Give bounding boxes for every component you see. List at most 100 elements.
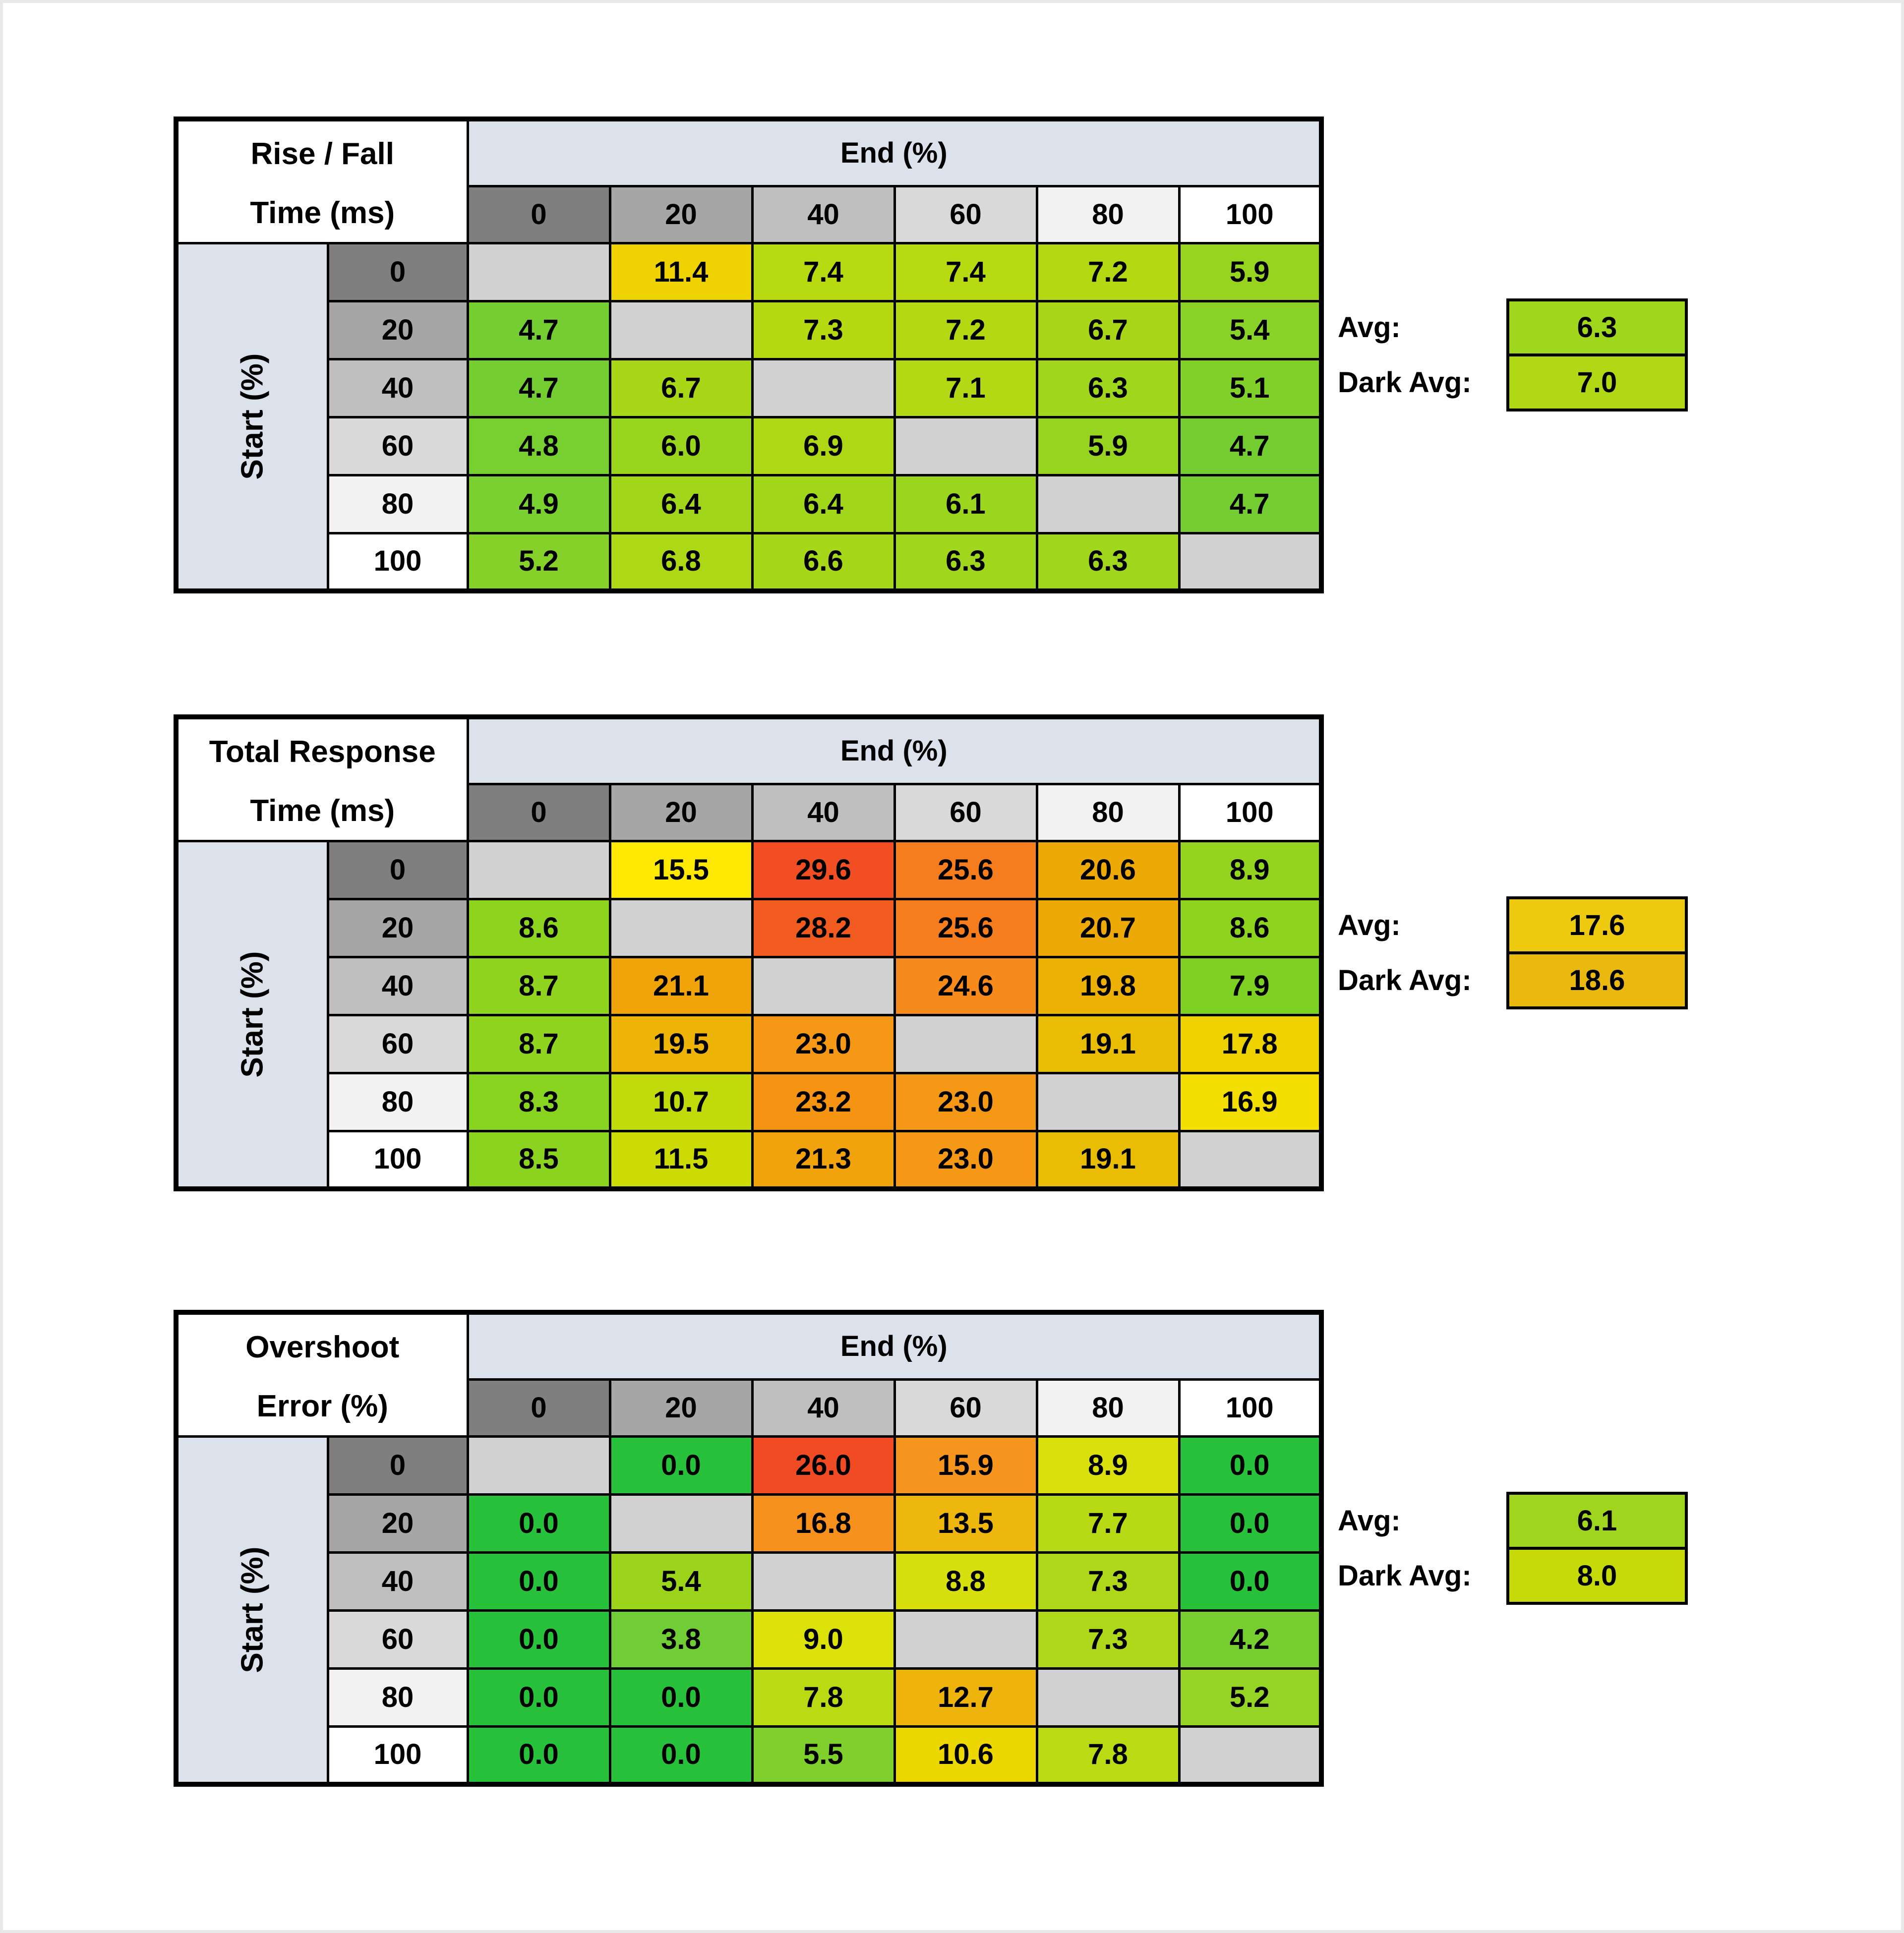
row-header-cell: 60 xyxy=(326,1609,469,1670)
diagonal-cell xyxy=(1035,473,1181,534)
value-cell: 16.8 xyxy=(751,1493,896,1554)
value-cell: 7.9 xyxy=(1178,955,1323,1016)
avg-panel: Avg: 6.1 Dark Avg: 8.0 xyxy=(1338,1492,1688,1605)
diagonal-cell xyxy=(1035,1667,1181,1728)
row-header-cell: 60 xyxy=(326,415,469,476)
value-cell: 6.3 xyxy=(893,531,1038,592)
value-cell: 7.1 xyxy=(893,357,1038,418)
col-header-cell: 80 xyxy=(1035,1378,1181,1438)
col-header-cell: 40 xyxy=(751,1378,896,1438)
dark-avg-value: 8.0 xyxy=(1506,1547,1688,1605)
value-cell: 5.5 xyxy=(751,1725,896,1786)
row-header-cell: 0 xyxy=(326,241,469,302)
value-cell: 23.0 xyxy=(893,1071,1038,1132)
value-cell: 0.0 xyxy=(466,1551,611,1612)
start-axis-label-text: Start (%) xyxy=(235,353,270,480)
diagonal-cell xyxy=(893,415,1038,476)
table-block-rise-fall-time: Rise / Fall Time (ms) End (%) 0 20 40 60 80 100 S… xyxy=(174,117,1894,593)
table-title-text: Overshoot Error (%) xyxy=(178,1316,465,1434)
start-axis-label: Start (%) xyxy=(175,241,329,592)
value-cell: 25.6 xyxy=(893,839,1038,900)
col-header-cell: 100 xyxy=(1178,1378,1323,1438)
value-cell: 0.0 xyxy=(466,1667,611,1728)
value-cell: 5.9 xyxy=(1178,241,1323,302)
row-header-cell: 40 xyxy=(326,955,469,1016)
value-cell: 6.8 xyxy=(608,531,754,592)
diagonal-cell xyxy=(466,1435,611,1496)
value-cell: 8.3 xyxy=(466,1071,611,1132)
value-cell: 19.1 xyxy=(1035,1129,1181,1190)
row-header-cell: 20 xyxy=(326,1493,469,1554)
value-cell: 7.3 xyxy=(1035,1551,1181,1612)
row-header-cell: 0 xyxy=(326,839,469,900)
value-cell: 9.0 xyxy=(751,1609,896,1670)
value-cell: 0.0 xyxy=(608,1435,754,1496)
dark-avg-row: Dark Avg: 18.6 xyxy=(1338,951,1688,1009)
row-header-cell: 80 xyxy=(326,473,469,534)
avg-label: Avg: xyxy=(1338,909,1401,941)
value-cell: 5.4 xyxy=(1178,299,1323,360)
diagonal-cell xyxy=(893,1609,1038,1670)
value-cell: 4.9 xyxy=(466,473,611,534)
value-cell: 6.3 xyxy=(1035,531,1181,592)
value-cell: 10.7 xyxy=(608,1071,754,1132)
table-title-line2: Error (%) xyxy=(256,1389,388,1424)
value-cell: 8.8 xyxy=(893,1551,1038,1612)
value-cell: 0.0 xyxy=(608,1725,754,1786)
dark-avg-value: 18.6 xyxy=(1506,951,1688,1009)
diagonal-cell xyxy=(751,357,896,418)
dark-avg-row: Dark Avg: 7.0 xyxy=(1338,353,1688,411)
avg-value: 6.3 xyxy=(1506,298,1688,356)
diagonal-cell xyxy=(466,839,611,900)
value-cell: 7.8 xyxy=(1035,1725,1181,1786)
col-header-cell: 80 xyxy=(1035,184,1181,244)
value-cell: 23.2 xyxy=(751,1071,896,1132)
value-cell: 19.5 xyxy=(608,1013,754,1074)
table-block-total-response-time: Total Response Time (ms) End (%) 0 20 40 60 80 1… xyxy=(174,714,1894,1191)
avg-value: 17.6 xyxy=(1506,896,1688,954)
value-cell: 0.0 xyxy=(466,1725,611,1786)
avg-label: Avg: xyxy=(1338,1505,1401,1537)
avg-value: 6.1 xyxy=(1506,1492,1688,1550)
value-cell: 0.0 xyxy=(1178,1493,1323,1554)
end-axis-label: End (%) xyxy=(466,117,1323,187)
value-cell: 7.3 xyxy=(1035,1609,1181,1670)
value-cell: 13.5 xyxy=(893,1493,1038,1554)
row-header-cell: 80 xyxy=(326,1667,469,1728)
table-title: Total Response Time (ms) xyxy=(175,715,469,842)
value-cell: 0.0 xyxy=(1178,1551,1323,1612)
diagonal-cell xyxy=(751,955,896,1016)
start-axis-label-text: Start (%) xyxy=(235,1546,270,1673)
value-cell: 7.2 xyxy=(893,299,1038,360)
value-cell: 21.1 xyxy=(608,955,754,1016)
start-axis-label-wrap: Start (%) xyxy=(178,1439,325,1781)
value-cell: 29.6 xyxy=(751,839,896,900)
value-cell: 6.0 xyxy=(608,415,754,476)
value-cell: 6.7 xyxy=(1035,299,1181,360)
value-cell: 26.0 xyxy=(751,1435,896,1496)
value-cell: 5.2 xyxy=(1178,1667,1323,1728)
row-header-cell: 40 xyxy=(326,357,469,418)
value-cell: 19.1 xyxy=(1035,1013,1181,1074)
row-header-cell: 20 xyxy=(326,299,469,360)
diagonal-cell xyxy=(608,1493,754,1554)
avg-panel: Avg: 6.3 Dark Avg: 7.0 xyxy=(1338,298,1688,411)
value-cell: 6.9 xyxy=(751,415,896,476)
table-title-line1: Rise / Fall xyxy=(250,137,394,172)
value-cell: 7.2 xyxy=(1035,241,1181,302)
end-axis-label: End (%) xyxy=(466,715,1323,785)
value-cell: 7.3 xyxy=(751,299,896,360)
value-cell: 4.7 xyxy=(466,299,611,360)
start-axis-label-text: Start (%) xyxy=(235,951,270,1078)
diagonal-cell xyxy=(608,897,754,958)
value-cell: 8.6 xyxy=(466,897,611,958)
row-header-cell: 80 xyxy=(326,1071,469,1132)
value-cell: 20.6 xyxy=(1035,839,1181,900)
table-title-text: Total Response Time (ms) xyxy=(178,720,465,838)
dark-avg-row: Dark Avg: 8.0 xyxy=(1338,1547,1688,1605)
value-cell: 6.3 xyxy=(1035,357,1181,418)
value-cell: 4.7 xyxy=(1178,415,1323,476)
value-cell: 28.2 xyxy=(751,897,896,958)
value-cell: 8.9 xyxy=(1178,839,1323,900)
value-cell: 0.0 xyxy=(466,1493,611,1554)
